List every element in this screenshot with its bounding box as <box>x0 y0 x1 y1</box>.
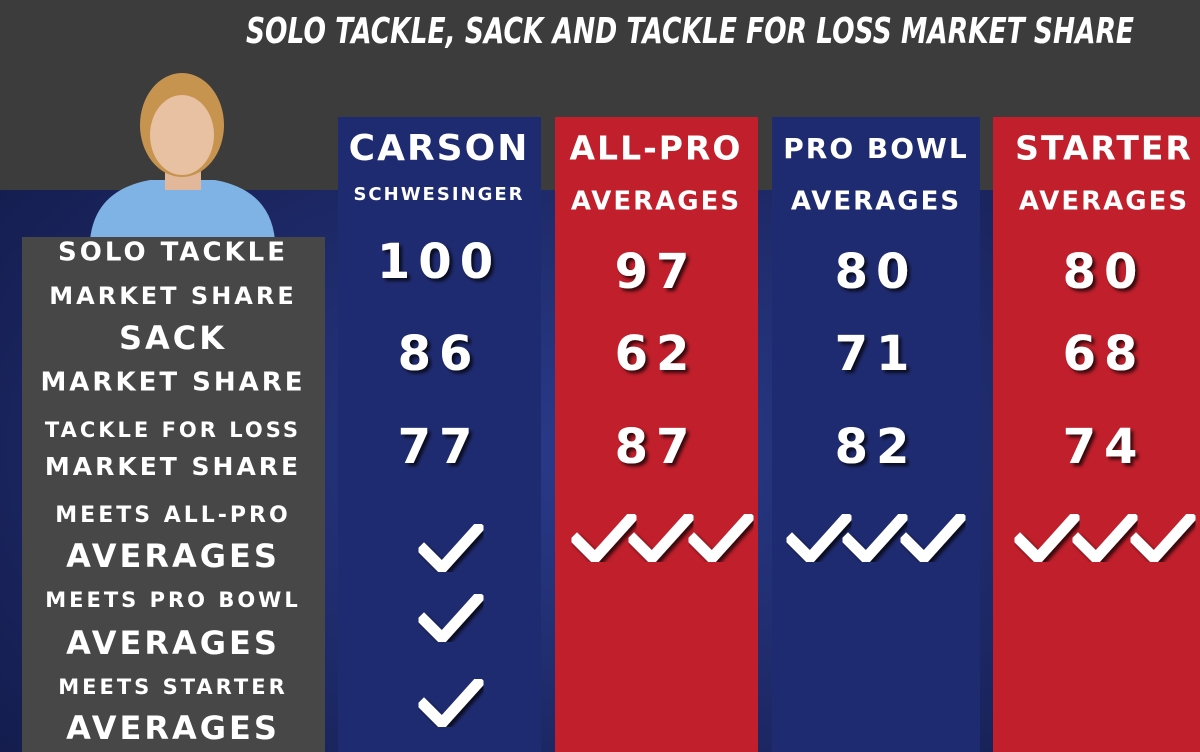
value: 82 <box>835 419 918 475</box>
column-panel <box>555 117 758 752</box>
label-panel <box>22 237 325 752</box>
value: 71 <box>835 326 918 382</box>
column-header: PRO BOWL <box>783 132 969 165</box>
row-label: MARKET SHARE <box>49 282 296 310</box>
title: SOLO TACKLE, SACK AND TACKLE FOR LOSS MA… <box>246 11 1134 52</box>
column-panel <box>993 117 1200 752</box>
column-subheader: AVERAGES <box>791 187 961 217</box>
value: 62 <box>615 326 698 382</box>
checkmark <box>626 510 696 566</box>
value: 86 <box>398 326 481 382</box>
row-label: SACK <box>119 319 227 357</box>
row-label: AVERAGES <box>66 709 280 747</box>
column-panel <box>338 117 541 752</box>
value: 74 <box>1063 419 1146 475</box>
checkmark <box>898 510 968 566</box>
row-label: MEETS ALL-PRO <box>55 503 290 528</box>
checkmark <box>1070 510 1140 566</box>
checkmark <box>416 590 486 646</box>
value: 68 <box>1063 326 1146 382</box>
row-label: AVERAGES <box>66 537 280 575</box>
checkmark <box>416 520 486 576</box>
value: 87 <box>615 419 698 475</box>
column-header: STARTER <box>1015 129 1193 168</box>
checkmark <box>1012 510 1082 566</box>
row-label: AVERAGES <box>66 624 280 662</box>
checkmark <box>1128 510 1198 566</box>
value: 80 <box>1063 244 1146 300</box>
column-subheader: SCHWESINGER <box>353 184 524 205</box>
column-header: ALL-PRO <box>570 129 743 168</box>
checkmarks <box>416 510 1198 731</box>
player-photo <box>90 73 275 240</box>
row-label: TACKLE FOR LOSS <box>45 418 301 442</box>
value: 77 <box>398 419 481 475</box>
row-label: MARKET SHARE <box>45 452 301 481</box>
row-label: SOLO TACKLE <box>58 238 288 268</box>
column-subheader: AVERAGES <box>571 187 741 217</box>
row-label: MEETS STARTER <box>58 675 288 699</box>
row-label: MEETS PRO BOWL <box>45 588 300 612</box>
column-subheader: AVERAGES <box>1019 187 1189 217</box>
checkmark <box>784 510 854 566</box>
row-label: MARKET SHARE <box>40 368 305 398</box>
checkmark <box>840 510 910 566</box>
value: 80 <box>835 244 918 300</box>
checkmark <box>569 510 639 566</box>
column-header: CARSON <box>349 128 530 169</box>
checkmark <box>416 675 486 731</box>
value: 100 <box>377 234 501 290</box>
column-panel <box>772 117 980 752</box>
value: 97 <box>615 244 698 300</box>
checkmark <box>686 510 756 566</box>
